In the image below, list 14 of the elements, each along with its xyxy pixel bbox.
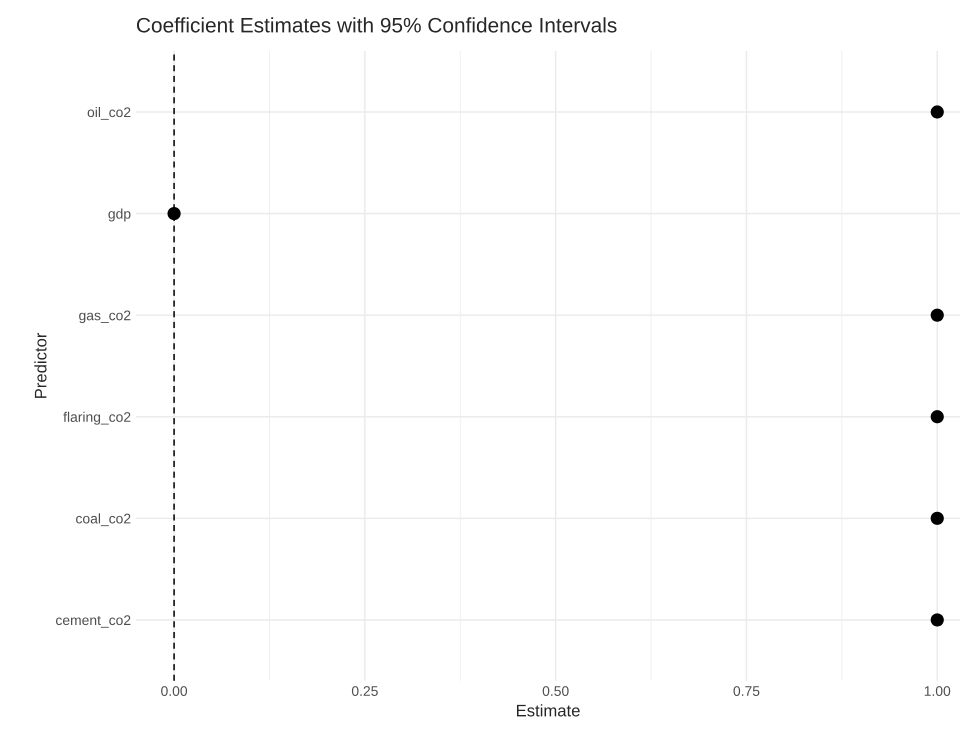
y-tick-label: gas_co2 bbox=[79, 310, 130, 324]
y-tick-label: flaring_co2 bbox=[63, 412, 130, 425]
x-tick-label: 0.00 bbox=[161, 686, 188, 696]
y-tick-label: cement_co2 bbox=[56, 615, 130, 628]
x-tick-label: 0.25 bbox=[352, 686, 378, 696]
x-tick-label: 0.50 bbox=[542, 686, 569, 696]
y-axis-title: Predictor bbox=[34, 332, 47, 398]
y-tick-label: oil_co2 bbox=[88, 106, 130, 120]
y-tick-label: coal_co2 bbox=[76, 513, 130, 526]
x-tick-label: 0.75 bbox=[733, 686, 760, 696]
x-tick-label: 1.00 bbox=[924, 686, 950, 696]
y-tick-label: gdp bbox=[108, 208, 130, 222]
chart-title: Coefficient Estimates with 95% Confidence Intervals bbox=[136, 17, 617, 33]
x-axis-title: Estimate bbox=[516, 704, 580, 716]
